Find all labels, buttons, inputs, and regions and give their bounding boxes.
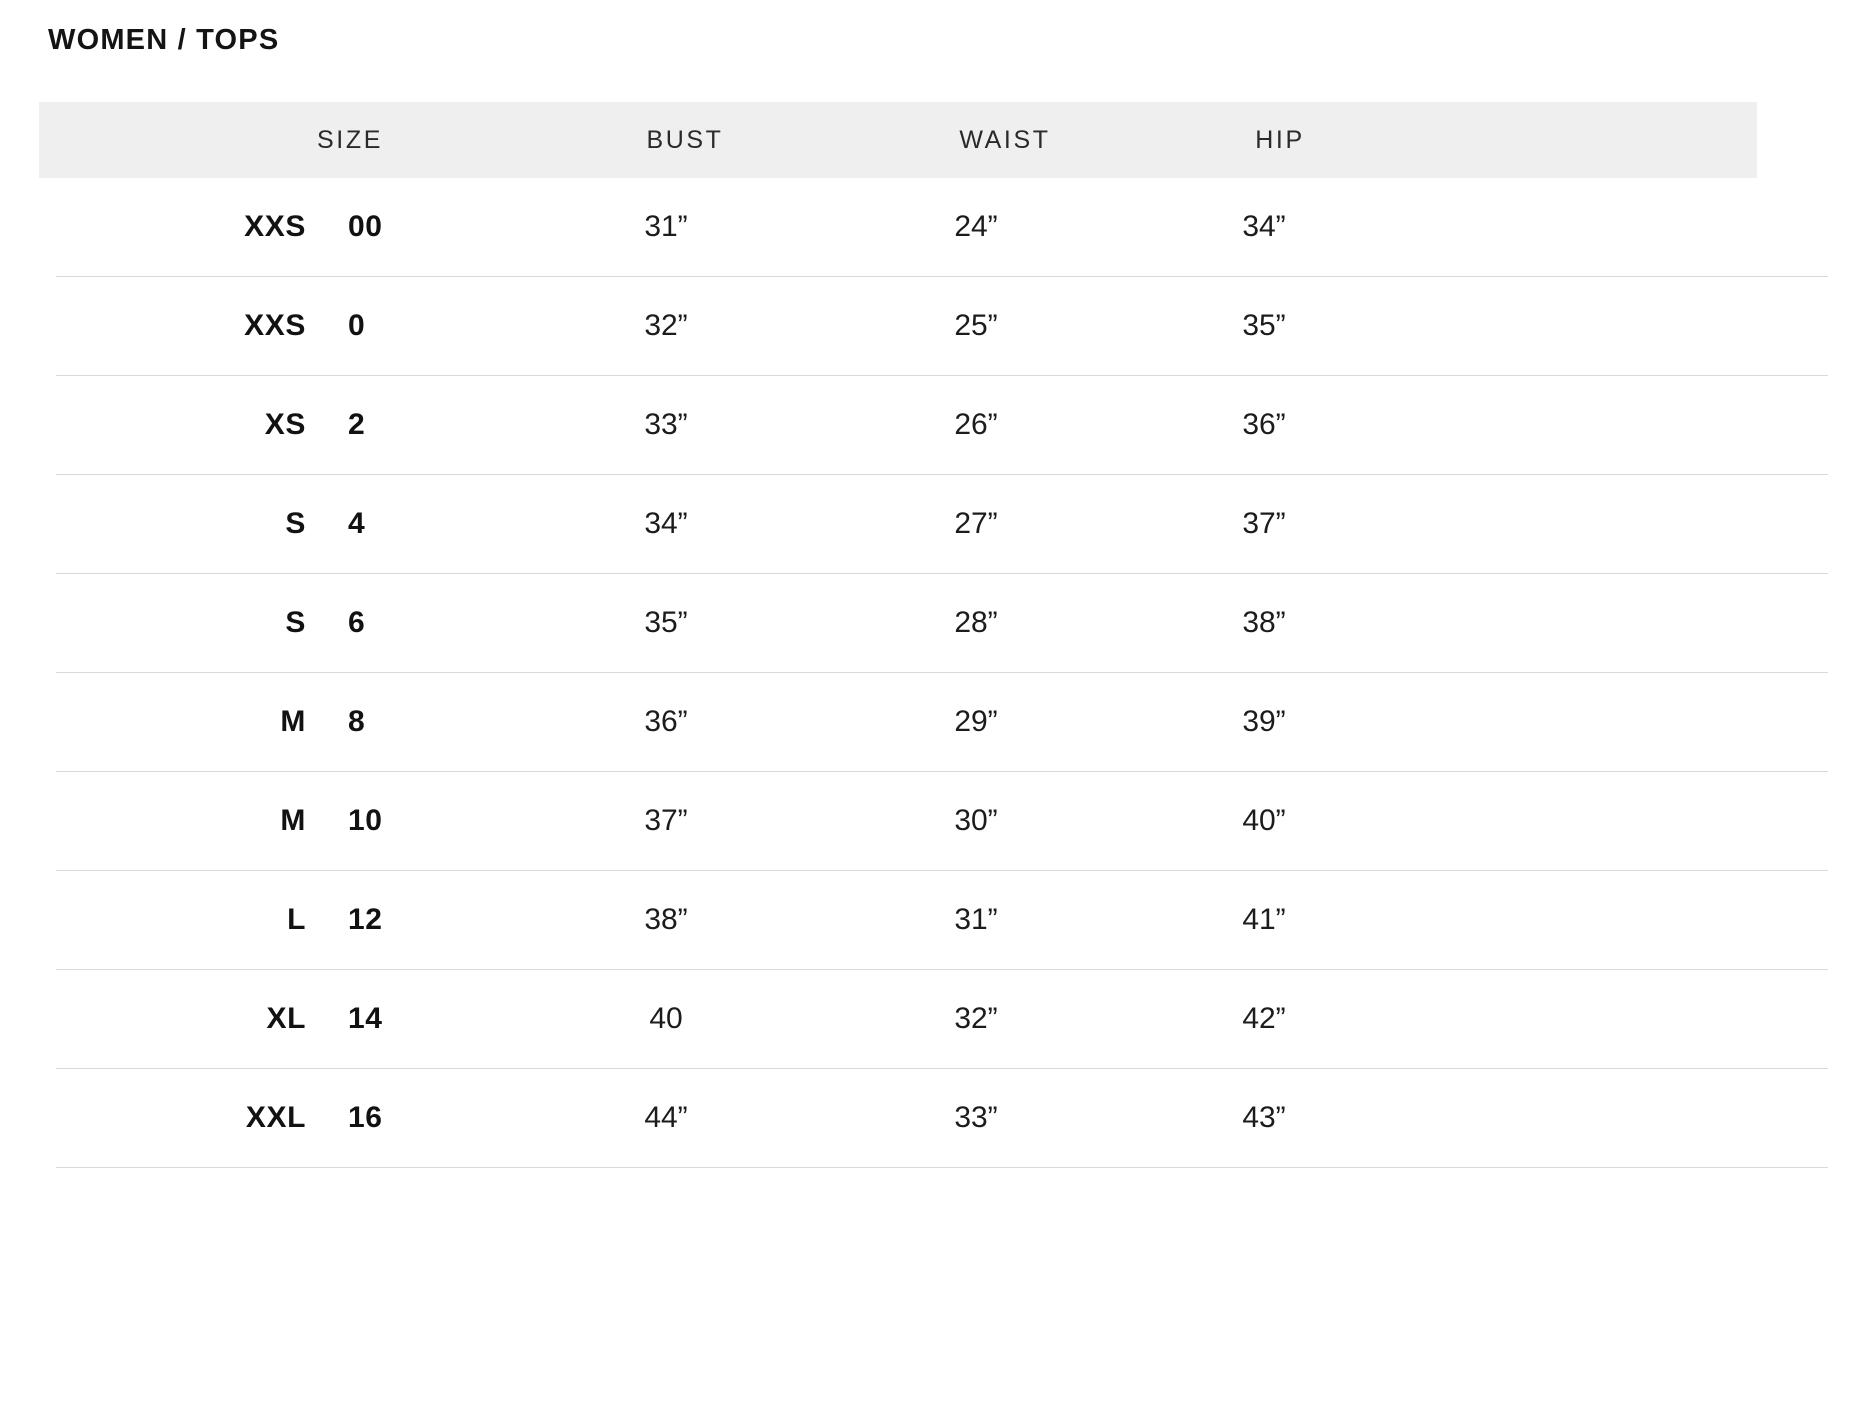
size-letter: L xyxy=(287,903,306,936)
table-row: L 12 38” 31” 41” xyxy=(56,871,1828,970)
size-number: 8 xyxy=(348,705,366,738)
hip-value: 42” xyxy=(1242,1002,1286,1035)
bust-value: 44” xyxy=(644,1101,688,1134)
size-number: 12 xyxy=(348,903,383,936)
hip-value: 34” xyxy=(1242,210,1286,243)
size-chart-table: SIZE BUST WAIST HIP XXS 00 31” 24” 34” X… xyxy=(0,102,1859,1168)
hip-value: 35” xyxy=(1242,309,1286,342)
size-number: 14 xyxy=(348,1002,383,1035)
bust-value: 35” xyxy=(644,606,688,639)
waist-value: 26” xyxy=(954,408,998,441)
bust-value: 33” xyxy=(644,408,688,441)
hip-value: 41” xyxy=(1242,903,1286,936)
waist-value: 25” xyxy=(954,309,998,342)
table-row: S 6 35” 28” 38” xyxy=(56,574,1828,673)
column-header-hip: HIP xyxy=(1255,126,1305,154)
page-title: WOMEN / TOPS xyxy=(48,24,280,56)
table-row: XXS 0 32” 25” 35” xyxy=(56,277,1828,376)
table-row: M 10 37” 30” 40” xyxy=(56,772,1828,871)
size-number: 0 xyxy=(348,309,366,342)
size-letter: S xyxy=(285,606,306,639)
size-number: 16 xyxy=(348,1101,383,1134)
waist-value: 31” xyxy=(954,903,998,936)
hip-value: 37” xyxy=(1242,507,1286,540)
table-row: XL 14 40 32” 42” xyxy=(56,970,1828,1069)
hip-value: 36” xyxy=(1242,408,1286,441)
hip-value: 43” xyxy=(1242,1101,1286,1134)
size-number: 6 xyxy=(348,606,366,639)
table-row: XXL 16 44” 33” 43” xyxy=(56,1069,1828,1168)
waist-value: 28” xyxy=(954,606,998,639)
bust-value: 38” xyxy=(644,903,688,936)
table-body: XXS 00 31” 24” 34” XXS 0 32” 25” 35” XS … xyxy=(0,178,1859,1168)
waist-value: 24” xyxy=(954,210,998,243)
hip-value: 38” xyxy=(1242,606,1286,639)
hip-value: 40” xyxy=(1242,804,1286,837)
size-letter: XS xyxy=(264,408,306,441)
table-row: M 8 36” 29” 39” xyxy=(56,673,1828,772)
table-row: XXS 00 31” 24” 34” xyxy=(56,178,1828,277)
bust-value: 34” xyxy=(644,507,688,540)
column-header-size: SIZE xyxy=(317,126,383,154)
waist-value: 27” xyxy=(954,507,998,540)
size-number: 10 xyxy=(348,804,383,837)
bust-value: 37” xyxy=(644,804,688,837)
waist-value: 30” xyxy=(954,804,998,837)
table-row: S 4 34” 27” 37” xyxy=(56,475,1828,574)
size-letter: S xyxy=(285,507,306,540)
table-row: XS 2 33” 26” 36” xyxy=(56,376,1828,475)
size-letter: XXS xyxy=(244,210,306,243)
bust-value: 32” xyxy=(644,309,688,342)
waist-value: 29” xyxy=(954,705,998,738)
waist-value: 32” xyxy=(954,1002,998,1035)
size-letter: M xyxy=(280,804,306,837)
column-header-bust: BUST xyxy=(646,126,724,154)
size-letter: XXL xyxy=(245,1101,306,1134)
bust-value: 31” xyxy=(644,210,688,243)
size-letter: XL xyxy=(266,1002,306,1035)
table-header-row: SIZE BUST WAIST HIP xyxy=(39,102,1757,178)
size-letter: M xyxy=(280,705,306,738)
size-number: 4 xyxy=(348,507,366,540)
size-letter: XXS xyxy=(244,309,306,342)
size-number: 00 xyxy=(348,210,383,243)
bust-value: 40 xyxy=(649,1002,683,1035)
column-header-waist: WAIST xyxy=(959,126,1051,154)
size-number: 2 xyxy=(348,408,366,441)
bust-value: 36” xyxy=(644,705,688,738)
waist-value: 33” xyxy=(954,1101,998,1134)
hip-value: 39” xyxy=(1242,705,1286,738)
